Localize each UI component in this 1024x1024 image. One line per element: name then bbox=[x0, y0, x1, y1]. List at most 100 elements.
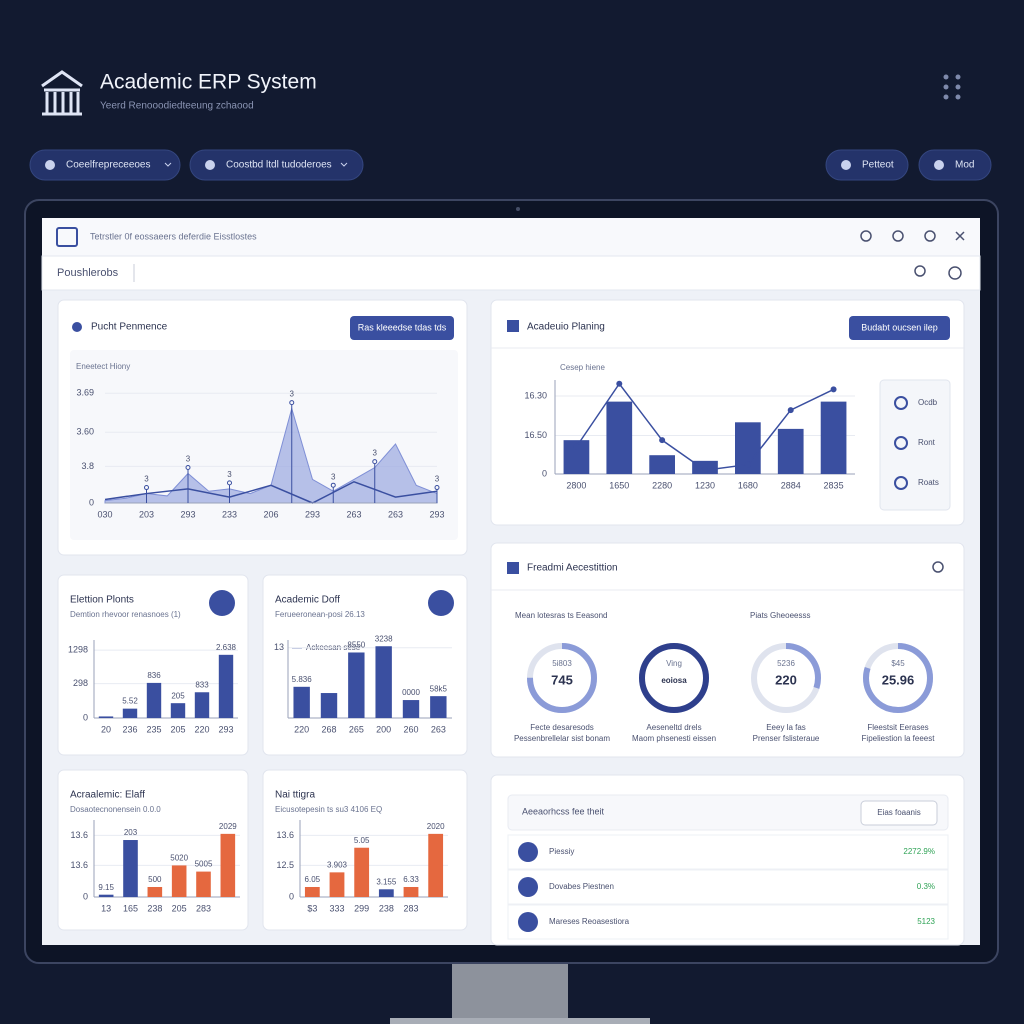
bar-label: 836 bbox=[147, 671, 161, 680]
donut-caption: Aeseneltd drels bbox=[646, 723, 701, 732]
donut-caption: Eeey la fas bbox=[766, 723, 806, 732]
x-tick-label: 263 bbox=[346, 509, 361, 519]
bar bbox=[403, 886, 419, 897]
action-pill-label: Petteot bbox=[862, 160, 894, 171]
search-icon[interactable] bbox=[932, 561, 944, 573]
row-label: Dovabes Piestnen bbox=[549, 882, 614, 891]
donut-caption: Pessenbrellelar sist bonam bbox=[514, 734, 610, 743]
bar bbox=[378, 889, 394, 897]
window-tool[interactable] bbox=[860, 230, 872, 242]
y-tick-label: 0 bbox=[83, 891, 88, 901]
donut-caption: Fecte desaresods bbox=[530, 723, 594, 732]
side-card bbox=[879, 379, 951, 511]
bar bbox=[430, 696, 447, 718]
marker bbox=[144, 485, 149, 491]
bar-label: 5005 bbox=[195, 860, 213, 869]
bar-label: 2020 bbox=[427, 822, 445, 831]
filter-pill-icon bbox=[45, 160, 55, 170]
point-label: 3 bbox=[373, 449, 378, 458]
x-tick-label: 283 bbox=[196, 903, 211, 913]
donut-arc bbox=[527, 643, 597, 713]
donut-caption: Maom phsenesti eissen bbox=[632, 734, 716, 743]
x-tick-label: 283 bbox=[403, 903, 418, 913]
x-tick-label: 030 bbox=[97, 509, 112, 519]
bar-label: 5.52 bbox=[122, 697, 138, 706]
line-point bbox=[702, 467, 708, 474]
donut-arc bbox=[751, 643, 821, 713]
x-tick-label: 268 bbox=[321, 724, 336, 734]
logo-icon bbox=[41, 70, 83, 116]
donut-caption: Fipeliestion la feeest bbox=[862, 734, 936, 743]
window-title: Tetrstler 0f eossaeers deferdie Eisstlos… bbox=[90, 231, 257, 241]
x-tick-label: 1680 bbox=[738, 480, 758, 490]
filter-pill-icon bbox=[205, 160, 215, 170]
x-tick-label: 220 bbox=[194, 724, 209, 734]
x-tick-label: $3 bbox=[307, 903, 317, 913]
panel-title: Academic Doff bbox=[275, 595, 340, 606]
filter-pill[interactable] bbox=[29, 149, 181, 181]
bar bbox=[428, 833, 444, 897]
bar bbox=[606, 401, 633, 474]
chart-label: Eneetect Hiony bbox=[76, 362, 130, 371]
button-label: Ras kleeedse tdas tds bbox=[358, 322, 447, 332]
row-label: Piessiy bbox=[549, 847, 574, 856]
side-icon bbox=[894, 436, 908, 450]
window-tool[interactable] bbox=[924, 230, 936, 242]
donut-top: Ving bbox=[666, 659, 682, 668]
bar bbox=[354, 847, 370, 897]
donut-arc bbox=[863, 643, 933, 713]
x-tick-label: 293 bbox=[305, 509, 320, 519]
x-tick-label: 165 bbox=[123, 903, 138, 913]
button[interactable] bbox=[849, 316, 950, 340]
settings-icon[interactable] bbox=[948, 266, 962, 280]
side-icon bbox=[894, 396, 908, 410]
y-tick-label: 298 bbox=[73, 678, 88, 688]
bar bbox=[98, 716, 114, 718]
panel-action[interactable] bbox=[209, 590, 235, 616]
chevron bbox=[340, 162, 348, 167]
x-tick-label: 333 bbox=[329, 903, 344, 913]
x-tick-label: 205 bbox=[170, 724, 185, 734]
search-icon[interactable] bbox=[914, 265, 926, 277]
bar-label: 6.05 bbox=[305, 875, 321, 884]
x-tick-label: 203 bbox=[139, 509, 154, 519]
bar-label: 2029 bbox=[219, 822, 237, 831]
window-tool[interactable] bbox=[892, 230, 904, 242]
y-tick-label: 0 bbox=[289, 891, 294, 901]
panel-subtitle: Dosaotecnonensein 0.0.0 bbox=[70, 805, 161, 814]
action-pill-label: Mod bbox=[955, 160, 974, 171]
marker bbox=[330, 482, 336, 488]
donut-top: 5236 bbox=[777, 659, 795, 668]
side-label: Ront bbox=[918, 438, 936, 447]
bar-label: 3.903 bbox=[327, 860, 348, 869]
panel-icon bbox=[72, 322, 82, 332]
panel-title: Nai ttigra bbox=[275, 790, 315, 801]
bar bbox=[820, 401, 847, 474]
line-point bbox=[744, 461, 751, 468]
action-pill[interactable] bbox=[825, 149, 909, 181]
bar bbox=[98, 894, 114, 897]
bar bbox=[649, 455, 675, 474]
y-tick-label: 13.6 bbox=[276, 830, 294, 840]
marker bbox=[227, 480, 232, 486]
bar bbox=[146, 682, 162, 718]
button[interactable] bbox=[350, 316, 454, 340]
x-tick-label: 293 bbox=[429, 509, 444, 519]
line-point bbox=[616, 380, 623, 387]
bar-label: 500 bbox=[148, 875, 162, 884]
y-tick-label: 13.6 bbox=[70, 860, 88, 870]
select-label: Eias foaanis bbox=[877, 808, 921, 817]
filter-pill[interactable] bbox=[189, 149, 364, 181]
action-pill[interactable] bbox=[918, 149, 992, 181]
bar bbox=[777, 428, 804, 474]
bar bbox=[402, 700, 420, 718]
panel-action[interactable] bbox=[428, 590, 454, 616]
donut-value: 25.96 bbox=[882, 672, 915, 687]
panel bbox=[490, 542, 965, 758]
close-icon[interactable] bbox=[955, 231, 965, 241]
button-label: Budabt oucsen ilep bbox=[861, 322, 938, 332]
select[interactable] bbox=[860, 800, 938, 826]
bar bbox=[170, 703, 186, 718]
line-point bbox=[830, 386, 837, 393]
